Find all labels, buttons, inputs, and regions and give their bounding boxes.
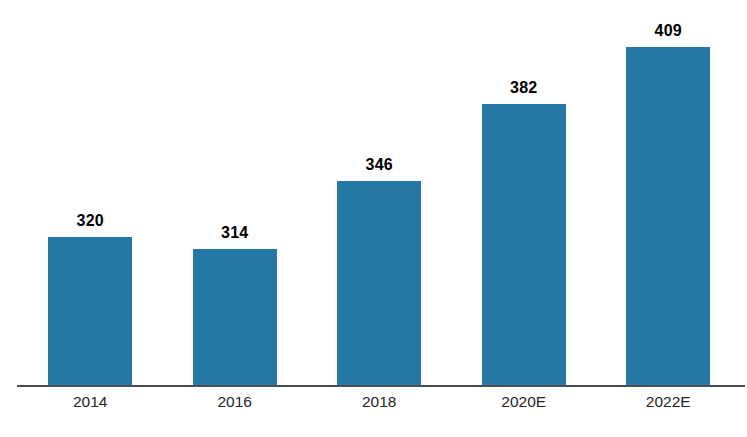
bar-chart: 320 314 346 382 409 2014 2016 2018 2020E… (0, 0, 747, 437)
bar-value-label: 409 (655, 22, 682, 40)
x-axis-tick-label: 2020E (452, 392, 597, 412)
bar-value-label: 320 (77, 212, 104, 230)
bar (626, 47, 710, 386)
bar-column: 346 (307, 156, 452, 386)
bar (337, 181, 421, 386)
plot-area: 320 314 346 382 409 (18, 0, 741, 386)
bar-column: 320 (18, 212, 163, 386)
x-axis-labels: 2014 2016 2018 2020E 2022E (18, 392, 741, 412)
bar-value-label: 382 (510, 79, 537, 97)
bar-value-label: 346 (366, 156, 393, 174)
bar-column: 382 (452, 79, 597, 386)
x-axis-tick-label: 2022E (596, 392, 741, 412)
x-axis-tick-label: 2014 (18, 392, 163, 412)
x-axis-tick-label: 2018 (307, 392, 452, 412)
bar (48, 237, 132, 386)
bar (482, 104, 566, 386)
bar-column: 314 (163, 224, 308, 386)
x-axis-line (17, 385, 745, 387)
bar (193, 249, 277, 386)
x-axis-tick-label: 2016 (163, 392, 308, 412)
bar-column: 409 (596, 22, 741, 386)
bar-value-label: 314 (221, 224, 248, 242)
